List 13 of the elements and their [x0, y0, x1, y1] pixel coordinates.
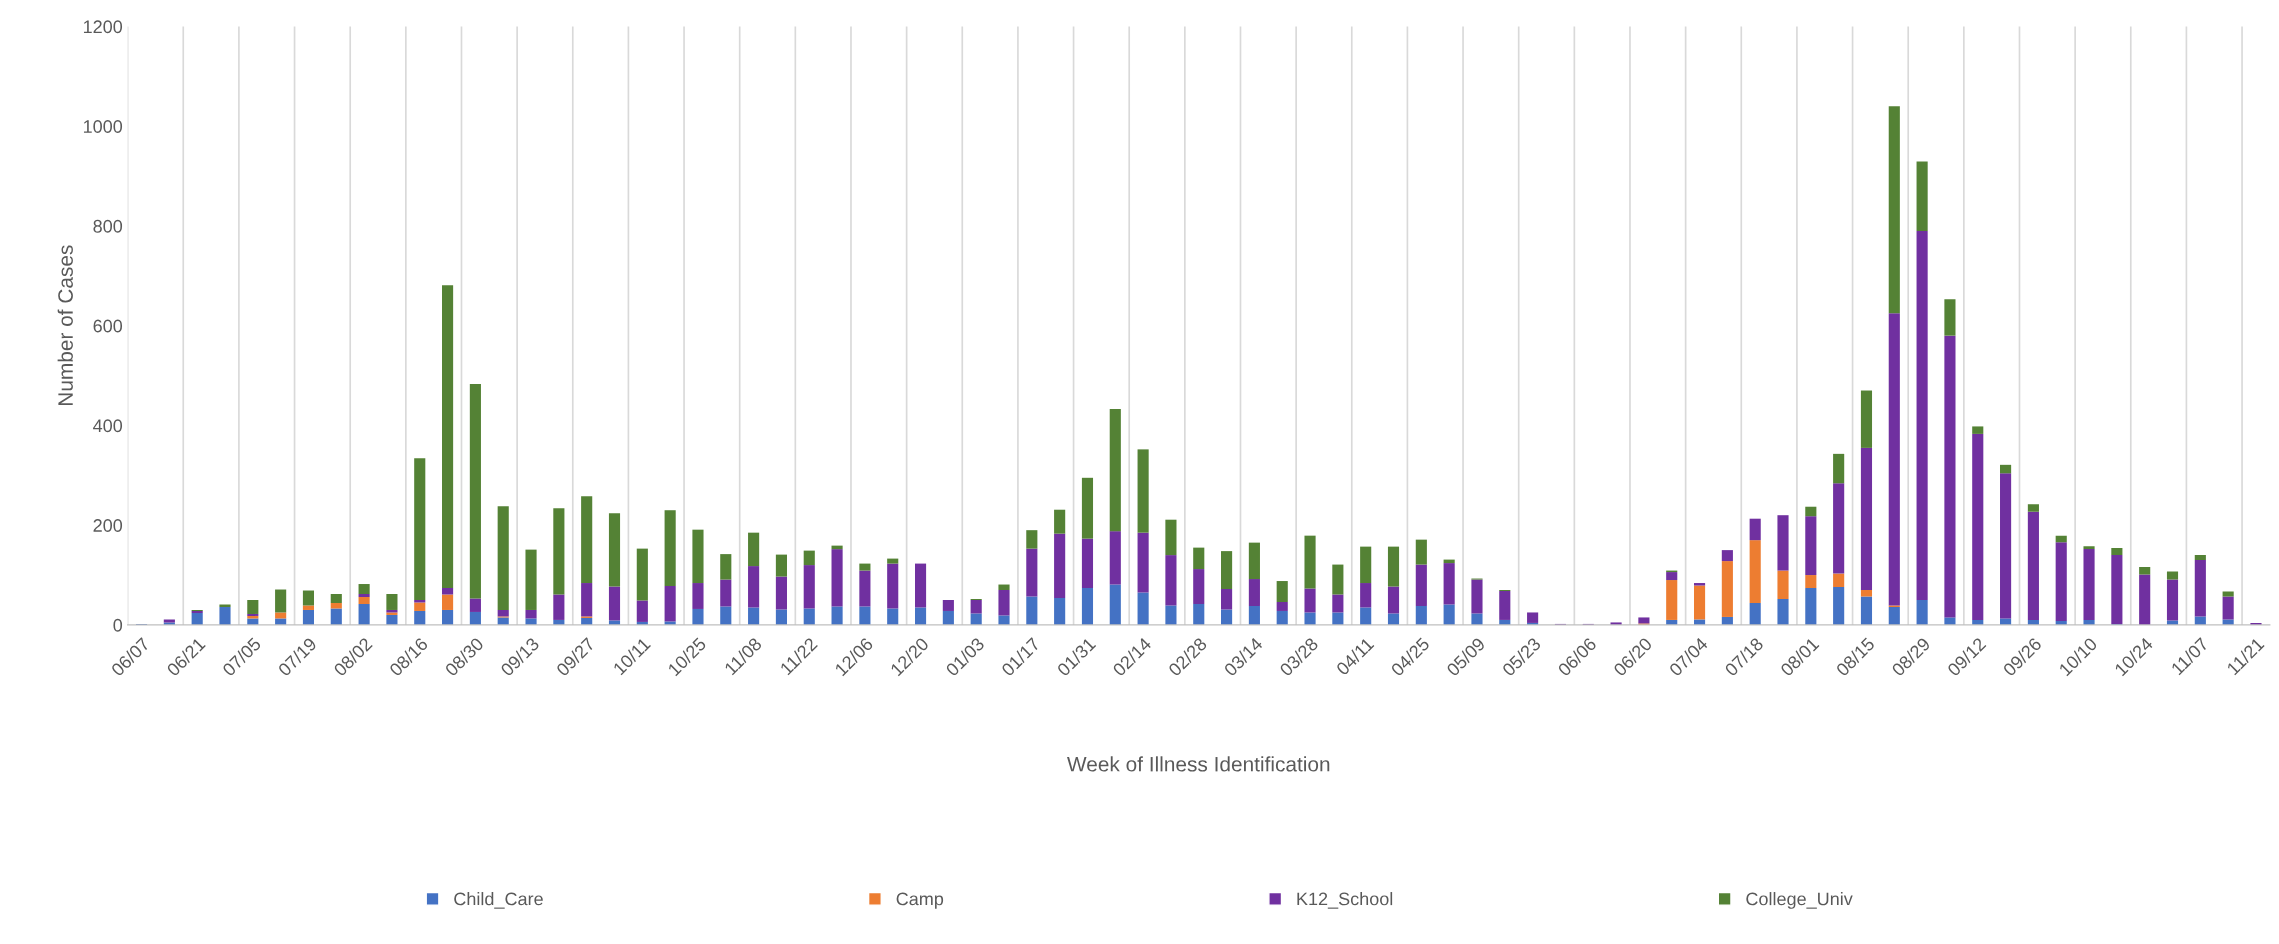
y-tick-label: 600 — [93, 319, 123, 333]
x-axis-title: Week of Illness Identification — [1067, 756, 1330, 772]
y-tick-label: 0 — [113, 618, 123, 632]
y-tick-label: 200 — [93, 519, 123, 532]
y-tick-label: 1200 — [83, 20, 123, 34]
y-tick-label: 1000 — [83, 120, 123, 133]
legend-label: K12_School — [1297, 892, 1393, 909]
legend-label: Child_Care — [454, 892, 543, 909]
y-tick-label: 400 — [93, 419, 123, 433]
y-tick-label: 800 — [93, 219, 123, 233]
legend-label: Camp — [896, 892, 944, 909]
y-axis-title: Number of Cases — [57, 245, 73, 406]
legend-label: College_Univ — [1746, 892, 1853, 909]
